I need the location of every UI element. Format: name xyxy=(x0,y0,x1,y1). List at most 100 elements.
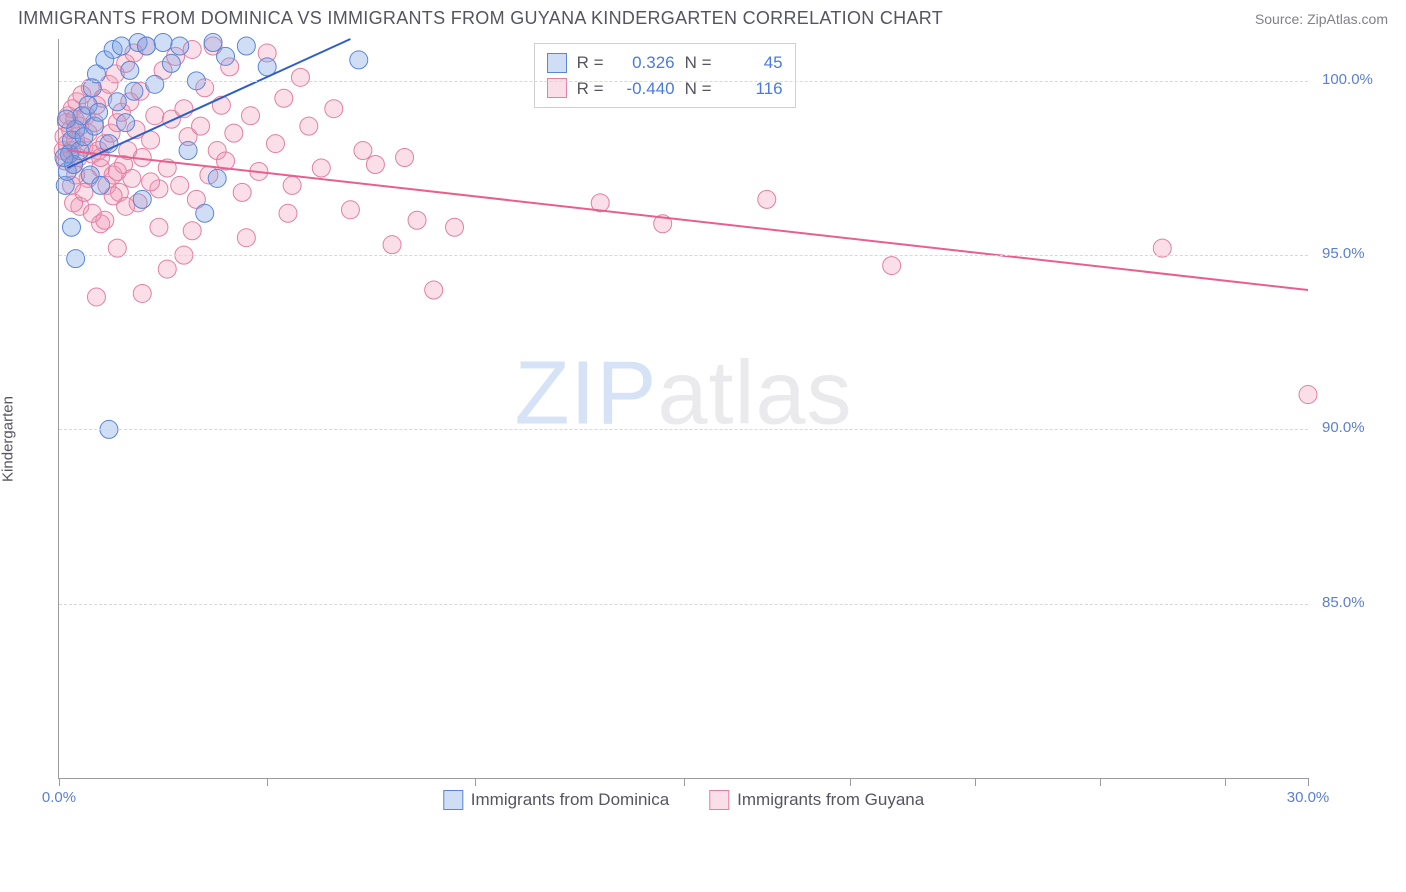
scatter-point xyxy=(67,250,85,268)
n-value-b: 116 xyxy=(723,76,783,102)
scatter-point xyxy=(283,176,301,194)
scatter-point xyxy=(196,204,214,222)
scatter-point xyxy=(383,236,401,254)
scatter-point xyxy=(154,33,172,51)
scatter-point xyxy=(242,107,260,125)
n-value-a: 45 xyxy=(723,50,783,76)
legend-label-a: Immigrants from Dominica xyxy=(471,790,669,810)
scatter-point xyxy=(150,218,168,236)
scatter-point xyxy=(350,51,368,69)
stats-row-a: R = 0.326 N = 45 xyxy=(547,50,783,76)
scatter-point xyxy=(275,89,293,107)
x-tick xyxy=(475,778,476,786)
legend-label-b: Immigrants from Guyana xyxy=(737,790,924,810)
scatter-point xyxy=(408,211,426,229)
swatch-series-a xyxy=(443,790,463,810)
scatter-point xyxy=(92,176,110,194)
stats-box: R = 0.326 N = 45 R = -0.440 N = 116 xyxy=(534,43,796,108)
scatter-point xyxy=(83,204,101,222)
legend-item-b: Immigrants from Guyana xyxy=(709,790,924,810)
r-value-b: -0.440 xyxy=(615,76,675,102)
scatter-point xyxy=(291,68,309,86)
scatter-point xyxy=(425,281,443,299)
grid-line xyxy=(59,255,1308,256)
scatter-point xyxy=(62,218,80,236)
scatter-point xyxy=(366,155,384,173)
x-tick xyxy=(684,778,685,786)
x-tick xyxy=(1100,778,1101,786)
chart-header: IMMIGRANTS FROM DOMINICA VS IMMIGRANTS F… xyxy=(0,0,1406,33)
scatter-point xyxy=(171,176,189,194)
grid-line xyxy=(59,81,1308,82)
x-tick xyxy=(267,778,268,786)
legend-bottom: Immigrants from Dominica Immigrants from… xyxy=(443,790,924,810)
scatter-point xyxy=(125,82,143,100)
scatter-point xyxy=(75,183,93,201)
scatter-point xyxy=(117,114,135,132)
scatter-point xyxy=(87,288,105,306)
stats-row-b: R = -0.440 N = 116 xyxy=(547,76,783,102)
scatter-point xyxy=(162,54,180,72)
scatter-point xyxy=(108,93,126,111)
y-axis-label: Kindergarten xyxy=(0,396,17,482)
scatter-point xyxy=(192,117,210,135)
scatter-point xyxy=(300,117,318,135)
scatter-point xyxy=(146,107,164,125)
y-tick-label: 95.0% xyxy=(1322,245,1365,262)
y-tick-label: 90.0% xyxy=(1322,419,1365,436)
x-tick xyxy=(975,778,976,786)
scatter-point xyxy=(208,169,226,187)
y-tick-label: 85.0% xyxy=(1322,594,1365,611)
r-label-b: R = xyxy=(577,76,605,102)
x-tick xyxy=(1308,778,1309,786)
scatter-point xyxy=(142,173,160,191)
x-tick xyxy=(59,778,60,786)
scatter-point xyxy=(133,284,151,302)
scatter-point xyxy=(1299,386,1317,404)
scatter-point xyxy=(179,142,197,160)
scatter-point xyxy=(396,149,414,167)
scatter-point xyxy=(204,33,222,51)
scatter-point xyxy=(158,260,176,278)
trend-line xyxy=(67,151,1308,290)
scatter-svg xyxy=(59,39,1308,778)
scatter-point xyxy=(90,103,108,121)
scatter-point xyxy=(446,218,464,236)
scatter-point xyxy=(133,190,151,208)
scatter-point xyxy=(225,124,243,142)
swatch-series-a xyxy=(547,53,567,73)
x-tick xyxy=(850,778,851,786)
scatter-point xyxy=(212,96,230,114)
chart-container: Kindergarten ZIPatlas R = 0.326 N = 45 R… xyxy=(38,39,1388,839)
scatter-point xyxy=(758,190,776,208)
n-label-a: N = xyxy=(685,50,713,76)
r-value-a: 0.326 xyxy=(615,50,675,76)
scatter-point xyxy=(883,257,901,275)
scatter-point xyxy=(354,142,372,160)
scatter-point xyxy=(108,162,126,180)
scatter-point xyxy=(171,37,189,55)
grid-line xyxy=(59,604,1308,605)
r-label-a: R = xyxy=(577,50,605,76)
legend-item-a: Immigrants from Dominica xyxy=(443,790,669,810)
grid-line xyxy=(59,429,1308,430)
scatter-point xyxy=(266,135,284,153)
scatter-point xyxy=(146,75,164,93)
n-label-b: N = xyxy=(685,76,713,102)
chart-source: Source: ZipAtlas.com xyxy=(1255,11,1388,27)
scatter-point xyxy=(279,204,297,222)
scatter-point xyxy=(57,110,75,128)
x-tick-label-right: 30.0% xyxy=(1287,789,1330,806)
plot-area: ZIPatlas R = 0.326 N = 45 R = -0.440 N =… xyxy=(58,39,1308,779)
scatter-point xyxy=(112,37,130,55)
scatter-point xyxy=(137,37,155,55)
scatter-point xyxy=(237,229,255,247)
scatter-point xyxy=(233,183,251,201)
chart-title: IMMIGRANTS FROM DOMINICA VS IMMIGRANTS F… xyxy=(18,8,943,29)
x-tick-label-left: 0.0% xyxy=(42,789,76,806)
scatter-point xyxy=(341,201,359,219)
scatter-point xyxy=(183,222,201,240)
y-tick-label: 100.0% xyxy=(1322,71,1373,88)
scatter-point xyxy=(312,159,330,177)
scatter-point xyxy=(121,61,139,79)
